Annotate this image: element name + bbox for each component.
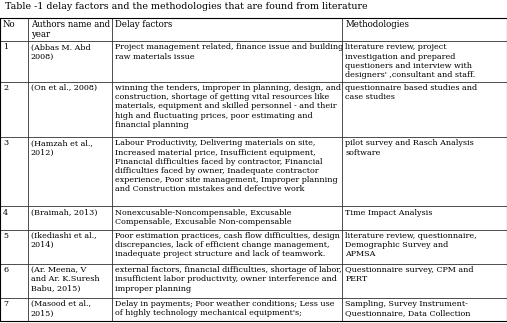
Bar [28,206,112,230]
Text: (Hamzah et al.,
2012): (Hamzah et al., 2012) [31,139,93,157]
Text: (On et al., 2008): (On et al., 2008) [31,84,97,92]
Bar [342,41,507,82]
Text: (Ikediashi et al.,
2014): (Ikediashi et al., 2014) [31,232,96,249]
Text: Questionnaire survey, CPM and
PERT: Questionnaire survey, CPM and PERT [345,266,474,283]
Bar [28,82,112,137]
Text: Project management related, finance issue and building
raw materials issue: Project management related, finance issu… [115,44,343,61]
Text: Time Impact Analysis: Time Impact Analysis [345,209,432,217]
Bar [0,82,28,137]
Text: 3: 3 [3,139,8,147]
Text: Delay factors: Delay factors [115,20,172,29]
Bar [112,264,342,298]
Text: questionnaire based studies and
case studies: questionnaire based studies and case stu… [345,84,478,101]
Bar [28,230,112,264]
Text: pilot survey and Rasch Analysis
software: pilot survey and Rasch Analysis software [345,139,474,157]
Text: Methodologies: Methodologies [345,20,409,29]
Text: winning the tenders, improper in planning, design, and
construction, shortage of: winning the tenders, improper in plannin… [115,84,341,129]
Bar [28,18,112,41]
Text: 1: 1 [3,44,8,51]
Bar [0,137,28,206]
Text: Sampling, Survey Instrument-
Questionnaire, Data Collection: Sampling, Survey Instrument- Questionnai… [345,300,471,318]
Bar [342,264,507,298]
Bar [112,230,342,264]
Bar [112,41,342,82]
Text: 7: 7 [3,300,8,308]
Bar [28,137,112,206]
Text: Delay in payments; Poor weather conditions; Less use
of highly technology mechan: Delay in payments; Poor weather conditio… [115,300,334,318]
Bar [0,264,28,298]
Text: Authors name and
year: Authors name and year [31,20,110,39]
Bar [0,206,28,230]
Bar [342,137,507,206]
Bar [0,18,28,41]
Text: literature review, questionnaire,
Demographic Survey and
APMSA: literature review, questionnaire, Demogr… [345,232,477,258]
Bar [112,82,342,137]
Bar [342,206,507,230]
Bar [112,18,342,41]
Bar [28,41,112,82]
Bar [0,230,28,264]
Text: (Ar. Meena, V
and Ar. K.Suresh
Babu, 2015): (Ar. Meena, V and Ar. K.Suresh Babu, 201… [31,266,99,293]
Text: 6: 6 [3,266,8,274]
Text: (Masood et al.,
2015): (Masood et al., 2015) [31,300,91,318]
Bar [342,298,507,321]
Text: (Braimah, 2013): (Braimah, 2013) [31,209,97,217]
Bar [28,264,112,298]
Bar [0,41,28,82]
Bar [112,298,342,321]
Bar [0,298,28,321]
Bar [342,18,507,41]
Text: 5: 5 [3,232,8,240]
Text: Table -1 delay factors and the methodologies that are found from literature: Table -1 delay factors and the methodolo… [5,2,368,11]
Text: Poor estimation practices, cash flow difficulties, design
discrepancies, lack of: Poor estimation practices, cash flow dif… [115,232,340,258]
Bar [112,206,342,230]
Bar [342,82,507,137]
Text: (Abbas M. Abd
2008): (Abbas M. Abd 2008) [31,44,91,61]
Text: Nonexcusable-Noncompensable, Excusable
Compensable, Excusable Non-compensable: Nonexcusable-Noncompensable, Excusable C… [115,209,291,226]
Text: Labour Productivity, Delivering materials on site,
Increased material price, Ins: Labour Productivity, Delivering material… [115,139,337,193]
Bar [28,298,112,321]
Bar [342,230,507,264]
Text: No: No [3,20,16,29]
Text: external factors, financial difficulties, shortage of labor,
insufficient labor : external factors, financial difficulties… [115,266,341,293]
Text: 2: 2 [3,84,8,92]
Text: literature review, project
investigation and prepared
questioners and interview : literature review, project investigation… [345,44,476,79]
Text: 4: 4 [3,209,8,217]
Bar [112,137,342,206]
